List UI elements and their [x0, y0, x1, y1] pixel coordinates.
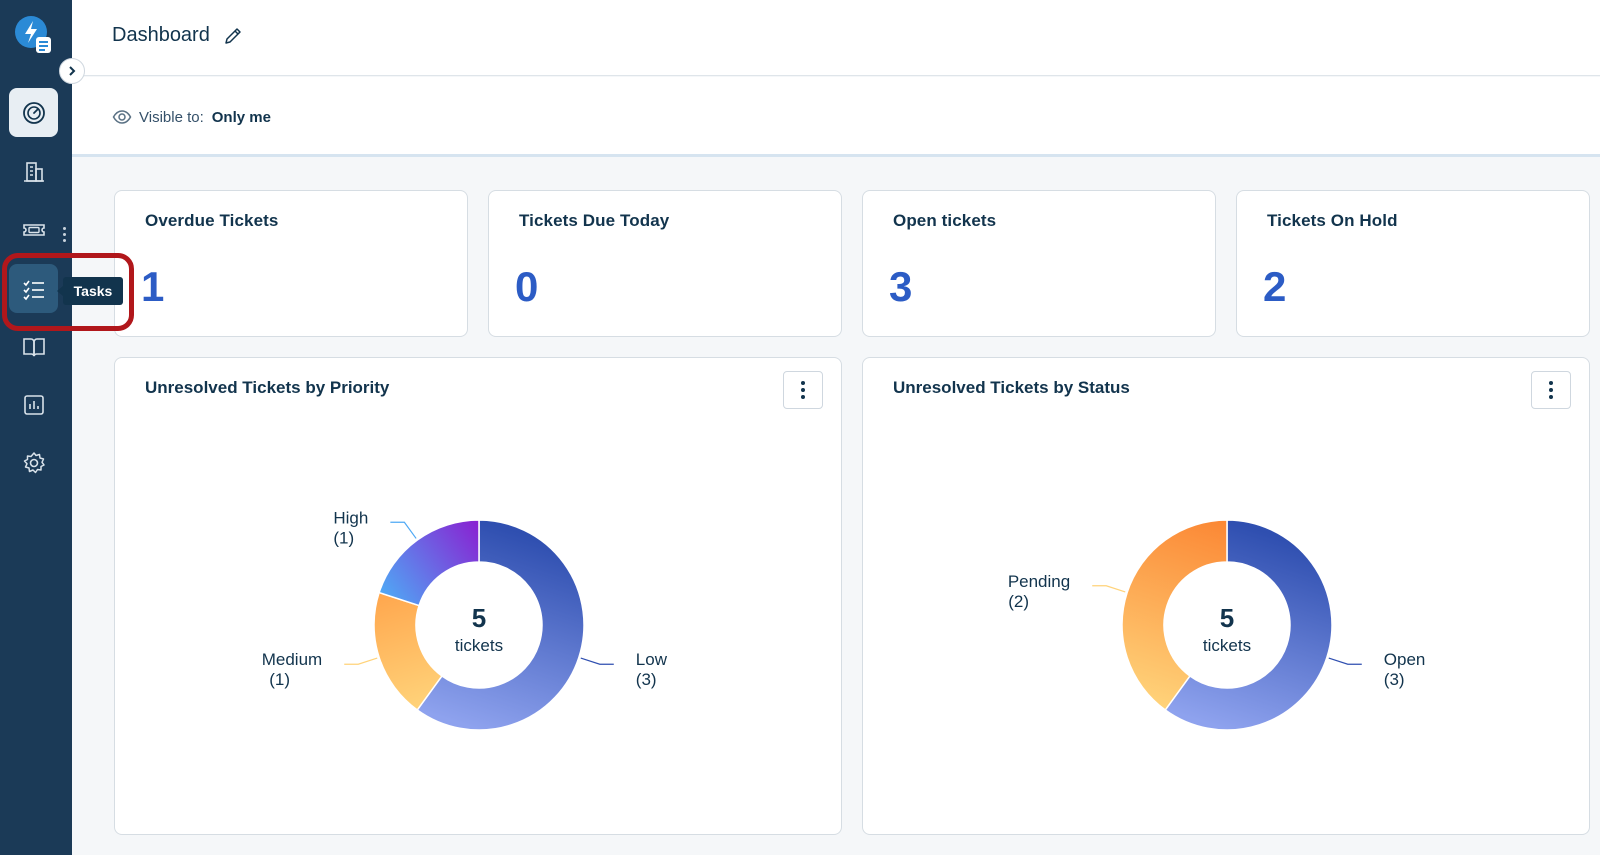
stat-value: 2	[1263, 263, 1287, 310]
stat-value: 0	[515, 263, 539, 310]
sidebar	[0, 0, 72, 855]
sidebar-item-reports[interactable]	[9, 380, 58, 429]
stat-title: Overdue Tickets	[145, 211, 279, 230]
tasks-tooltip: Tasks	[57, 277, 123, 305]
visibility-info[interactable]: Visible to: Only me	[112, 107, 271, 127]
leader-line-high	[390, 521, 417, 539]
visibility-bar: Visible to: Only me	[72, 77, 1600, 157]
sidebar-item-solutions[interactable]	[9, 322, 58, 371]
chevron-right-icon	[69, 66, 76, 76]
tickets-more-icon[interactable]	[60, 222, 68, 246]
ticket-icon	[22, 223, 45, 236]
slice-count: (1)	[269, 670, 290, 689]
sidebar-item-tasks[interactable]	[9, 264, 58, 313]
visibility-value: Only me	[211, 108, 271, 126]
gauge-icon	[22, 101, 45, 124]
stat-card-on-hold[interactable]: Tickets On Hold 2	[1236, 190, 1590, 337]
chart-title: Unresolved Tickets by Priority	[145, 378, 390, 397]
slice-label: Medium	[262, 650, 322, 669]
donut-center-label: tickets	[455, 636, 503, 655]
bar-chart-icon	[23, 394, 44, 415]
stat-value: 1	[141, 263, 165, 310]
slice-count: (3)	[636, 670, 657, 689]
leader-line-medium	[344, 657, 378, 665]
slice-label: Low	[636, 650, 668, 669]
page-header: Dashboard	[72, 0, 1600, 76]
book-icon	[22, 337, 45, 356]
donut-center-value: 5	[1220, 603, 1234, 633]
visibility-label: Visible to:	[139, 108, 204, 126]
app-logo-icon[interactable]	[13, 15, 53, 55]
stat-card-overdue[interactable]: Overdue Tickets 1	[114, 190, 468, 337]
stat-title: Tickets On Hold	[1267, 211, 1398, 230]
status-donut-chart: Open(3) Pending(2) 5 tickets	[1008, 519, 1426, 731]
eye-icon	[112, 110, 132, 124]
status-chart-menu-button[interactable]	[1531, 371, 1571, 409]
building-icon	[23, 161, 44, 182]
gear-icon	[23, 451, 45, 473]
leader-line-low	[580, 657, 614, 665]
leader-line-open	[1328, 657, 1362, 665]
slice-label: Open	[1384, 650, 1426, 669]
page-title: Dashboard	[112, 24, 210, 46]
leader-line-pending	[1092, 585, 1126, 593]
stat-card-open[interactable]: Open tickets 3	[862, 190, 1216, 337]
donut-slice-high[interactable]	[378, 519, 480, 607]
donut-center-label: tickets	[1203, 636, 1251, 655]
donut-center-value: 5	[472, 603, 486, 633]
donut-slice-open[interactable]	[1164, 519, 1333, 731]
sidebar-item-admin[interactable]	[9, 438, 58, 487]
slice-count: (1)	[333, 528, 354, 547]
donut-slice-low[interactable]	[416, 519, 585, 731]
sidebar-expand-button[interactable]	[59, 58, 85, 84]
stat-title: Open tickets	[893, 211, 997, 230]
sidebar-item-dashboard[interactable]	[9, 88, 58, 137]
slice-count: (3)	[1384, 670, 1405, 689]
priority-chart-card: Unresolved Tickets by Priority Low (3) Med…	[114, 357, 842, 835]
slice-label: Pending	[1008, 572, 1070, 591]
task-list-icon	[22, 280, 44, 300]
stat-value: 3	[889, 263, 913, 310]
sidebar-item-companies[interactable]	[9, 147, 58, 196]
priority-chart-menu-button[interactable]	[783, 371, 823, 409]
stat-title: Tickets Due Today	[519, 211, 670, 230]
stat-card-due-today[interactable]: Tickets Due Today 0	[488, 190, 842, 337]
slice-label: High	[333, 508, 368, 527]
donut-slice-pending[interactable]	[1121, 519, 1228, 711]
sidebar-item-tickets[interactable]	[9, 205, 58, 254]
status-chart-card: Unresolved Tickets by Status Open (3) Pend…	[862, 357, 1590, 835]
edit-pencil-icon[interactable]	[222, 25, 244, 47]
slice-count: (2)	[1008, 592, 1029, 611]
chart-title: Unresolved Tickets by Status	[893, 378, 1130, 397]
